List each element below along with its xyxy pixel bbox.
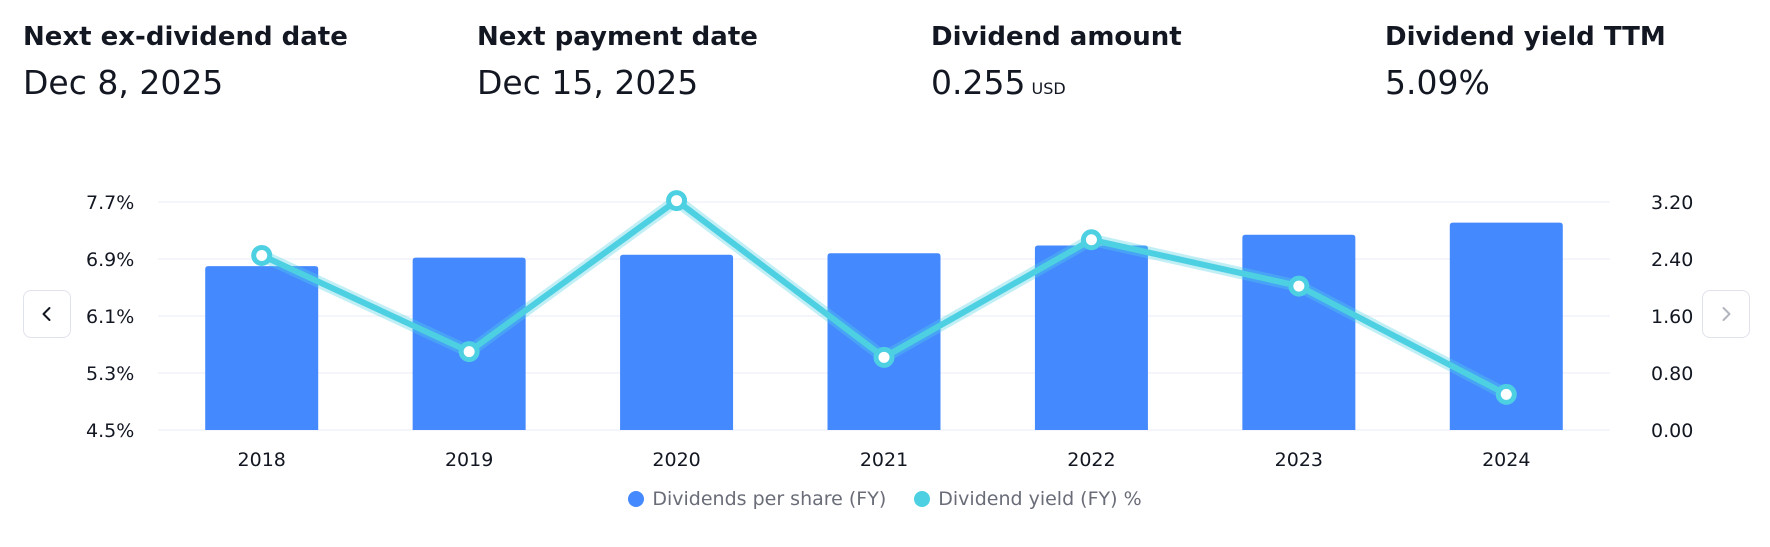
right-axis-tick-label: 3.20: [1651, 192, 1693, 214]
stat-value-text: Dec 8, 2025: [23, 63, 224, 102]
x-axis-tick-label: 2023: [1275, 449, 1323, 471]
stat-label: Next payment date: [477, 22, 758, 52]
line-point: [1080, 229, 1102, 251]
stat-label: Dividend yield TTM: [1385, 22, 1666, 52]
chevron-left-icon: [42, 307, 51, 321]
chevron-right-icon: [1722, 307, 1731, 321]
legend-item-dividends-per-share[interactable]: Dividends per share (FY): [628, 488, 886, 510]
stat-value-text: 5.09%: [1385, 63, 1490, 102]
x-axis-tick-label: 2020: [652, 449, 700, 471]
legend-bar-swatch: [628, 491, 645, 507]
stat-dividend-amount: Dividend amount 0.255 USD: [931, 20, 1182, 109]
bar: [1034, 245, 1148, 430]
stat-value-text: 0.255: [931, 63, 1026, 102]
stat-next-payment-date: Next payment date Dec 15, 2025: [477, 20, 758, 103]
bar: [205, 266, 319, 430]
stat-unit: USD: [1031, 79, 1066, 98]
left-axis-tick-label: 6.1%: [86, 306, 134, 328]
stat-label: Dividend amount: [931, 22, 1182, 52]
prev-button[interactable]: [23, 290, 71, 338]
line-point: [666, 190, 688, 212]
x-axis-tick-label: 2018: [238, 449, 286, 471]
stat-value-text: Dec 15, 2025: [477, 63, 699, 102]
stat-next-ex-dividend-date: Next ex-dividend date Dec 8, 2025: [23, 20, 348, 103]
stat-value: Dec 8, 2025: [23, 63, 348, 103]
stat-label: Next ex-dividend date: [23, 22, 348, 52]
left-axis-tick-label: 4.5%: [86, 420, 134, 442]
legend-label: Dividends per share (FY): [652, 488, 887, 510]
line-point: [873, 346, 895, 368]
chart-legend: Dividends per share (FY) Dividend yield …: [0, 488, 1770, 510]
bar: [1242, 234, 1356, 430]
right-axis-tick-label: 0.00: [1651, 420, 1693, 442]
line-point: [458, 341, 480, 363]
left-axis-tick-label: 5.3%: [86, 363, 134, 385]
left-axis-tick-label: 6.9%: [86, 249, 134, 271]
line-point: [1495, 383, 1517, 405]
next-button[interactable]: [1702, 290, 1750, 338]
stat-value: Dec 15, 2025: [477, 63, 758, 103]
stat-dividend-yield-ttm: Dividend yield TTM 5.09%: [1385, 20, 1666, 103]
legend-label: Dividend yield (FY) %: [938, 488, 1142, 510]
stat-value: 0.255 USD: [931, 63, 1182, 109]
x-axis-tick-label: 2024: [1482, 449, 1530, 471]
legend-item-dividend-yield[interactable]: Dividend yield (FY) %: [914, 488, 1142, 510]
line-point: [251, 244, 273, 266]
right-axis-tick-label: 1.60: [1651, 306, 1693, 328]
stat-value: 5.09%: [1385, 63, 1666, 103]
x-axis-tick-label: 2019: [445, 449, 493, 471]
right-axis-tick-label: 0.80: [1651, 363, 1693, 385]
dividend-stats: Next ex-dividend date Dec 8, 2025 Next p…: [0, 20, 1770, 110]
x-axis-tick-label: 2022: [1067, 449, 1115, 471]
line-point: [1288, 275, 1310, 297]
right-axis-tick-label: 2.40: [1651, 249, 1693, 271]
bar: [620, 254, 734, 430]
bar: [827, 253, 941, 430]
legend-line-swatch: [914, 491, 931, 507]
left-axis-tick-label: 7.7%: [86, 192, 134, 214]
x-axis-tick-label: 2021: [860, 449, 908, 471]
